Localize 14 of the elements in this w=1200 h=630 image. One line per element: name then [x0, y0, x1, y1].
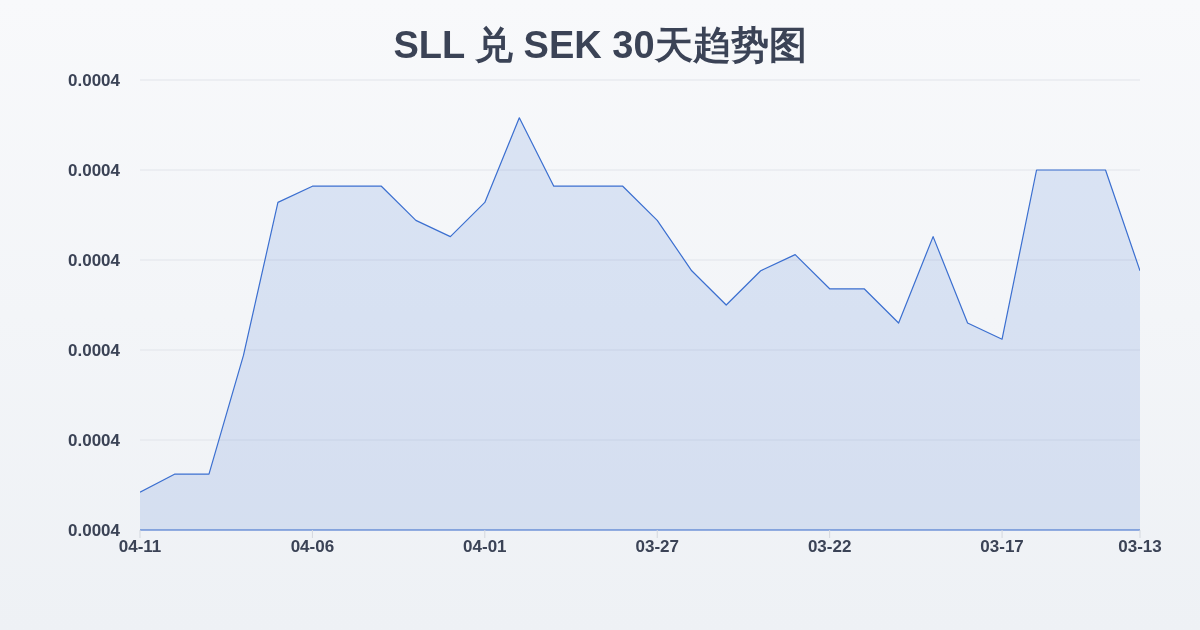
chart-title: SLL 兑 SEK 30天趋势图	[392, 23, 808, 68]
y-tick-label: 0.0004	[68, 431, 121, 451]
y-tick-label: 0.0004	[68, 341, 121, 361]
x-tick-label: 03-17	[980, 537, 1024, 557]
x-tick-label: 04-01	[463, 537, 507, 557]
y-tick-label: 0.0004	[68, 161, 121, 181]
y-tick-label: 0.0004	[68, 251, 121, 271]
x-tick-label: 04-11	[118, 537, 162, 557]
x-tick-label: 04-06	[290, 537, 335, 557]
y-tick-label: 0.0004	[68, 521, 121, 541]
x-tick-label: 03-27	[635, 537, 679, 557]
y-tick-label: 0.0004	[68, 71, 121, 91]
x-tick-label: 03-22	[807, 537, 852, 557]
x-tick-label: 03-13	[1118, 537, 1162, 557]
